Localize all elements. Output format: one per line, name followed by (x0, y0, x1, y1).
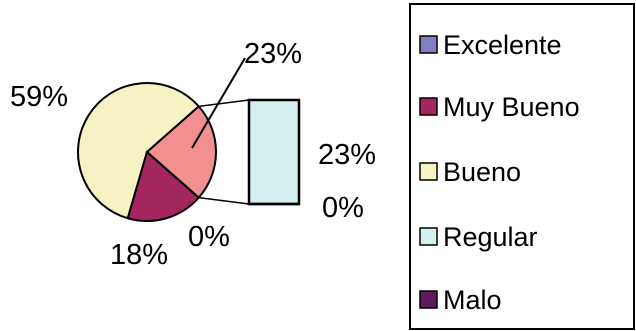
leader-line-other (191, 57, 246, 149)
legend-items: Excelente Muy Bueno Bueno Regular Malo (419, 30, 580, 315)
label-bueno: 59% (10, 81, 68, 113)
legend-label-bueno: Bueno (443, 157, 521, 187)
connector-line-top (198, 99, 250, 108)
pie-slice-other (145, 104, 217, 200)
legend-swatch-excelente (419, 35, 438, 54)
legend (409, 3, 635, 330)
label-other: 23% (244, 38, 302, 70)
pie-slice-muy-bueno (126, 150, 201, 222)
pie-slice-bueno (77, 82, 201, 220)
pie-slice-excelente (146, 151, 200, 199)
label-muy-bueno: 18% (110, 239, 168, 271)
legend-swatch-muy-bueno (419, 97, 438, 116)
legend-label-muy-bueno: Muy Bueno (443, 92, 580, 122)
connector-line-bottom (198, 196, 250, 205)
bar-segment-regular (247, 98, 301, 206)
legend-label-excelente: Excelente (443, 30, 562, 60)
label-malo: 0% (322, 192, 364, 224)
legend-label-malo: Malo (443, 285, 502, 315)
legend-swatch-regular (419, 227, 438, 246)
legend-swatch-malo (419, 290, 438, 309)
legend-swatch-bueno (419, 162, 438, 181)
label-regular: 23% (318, 139, 376, 171)
pie (77, 82, 217, 222)
label-excelente: 0% (188, 221, 230, 253)
legend-label-regular: Regular (443, 222, 538, 252)
